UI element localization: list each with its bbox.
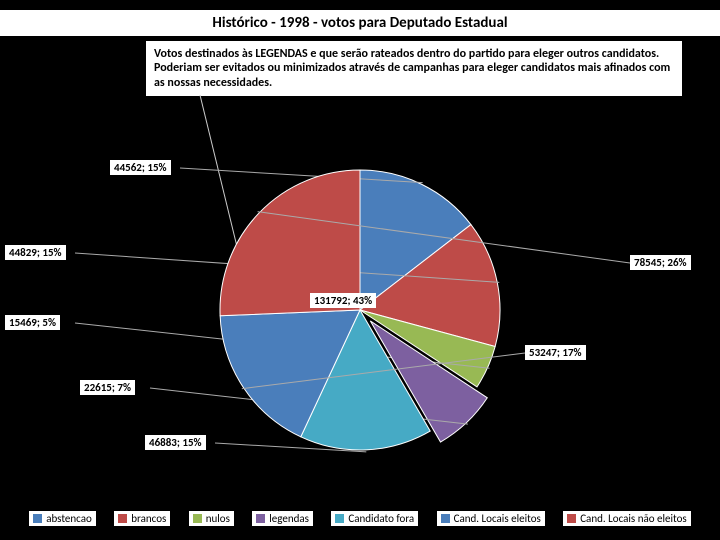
legend-item-brancos: brancos xyxy=(114,511,170,526)
legend-swatch xyxy=(118,514,127,523)
legend-swatch xyxy=(256,514,265,523)
slice-label-Cand.-Locais-não-eleitos: 78545; 26% xyxy=(630,255,691,270)
legend-label: brancos xyxy=(131,512,166,525)
legend-swatch xyxy=(193,514,202,523)
legend-label: abstencao xyxy=(46,512,92,525)
pie-chart xyxy=(0,0,720,540)
legend-label: nulos xyxy=(206,512,230,525)
legend-item-legendas: legendas xyxy=(252,511,313,526)
slice-label-legendas: 22615; 7% xyxy=(80,380,135,395)
slice-label-Cand.-Locais-eleitos: 53247; 17% xyxy=(525,345,586,360)
legend-item-nulos: nulos xyxy=(189,511,234,526)
legend-label: Candidato fora xyxy=(348,512,414,525)
highlight-label: 131792; 43% xyxy=(310,293,376,308)
legend-swatch xyxy=(441,514,450,523)
slice-label-brancos: 44829; 15% xyxy=(5,245,66,260)
legend-item-Cand.-Locais-não-eleitos: Cand. Locais não eleitos xyxy=(563,511,691,526)
slice-label-nulos: 15469; 5% xyxy=(5,315,60,330)
legend-label: legendas xyxy=(269,512,309,525)
legend-swatch xyxy=(33,514,42,523)
legend-item-abstencao: abstencao xyxy=(29,511,96,526)
legend: abstencao brancos nulos legendas Candidato f… xyxy=(0,511,720,526)
legend-item-Cand.-Locais-eleitos: Cand. Locais eleitos xyxy=(437,511,545,526)
legend-swatch xyxy=(567,514,576,523)
legend-label: Cand. Locais eleitos xyxy=(454,512,541,525)
legend-item-Candidato-fora: Candidato fora xyxy=(331,511,418,526)
legend-label: Cand. Locais não eleitos xyxy=(580,512,687,525)
slice-label-Candidato-fora: 46883; 15% xyxy=(145,435,206,450)
legend-swatch xyxy=(335,514,344,523)
slice-label-abstencao: 44562; 15% xyxy=(110,160,171,175)
